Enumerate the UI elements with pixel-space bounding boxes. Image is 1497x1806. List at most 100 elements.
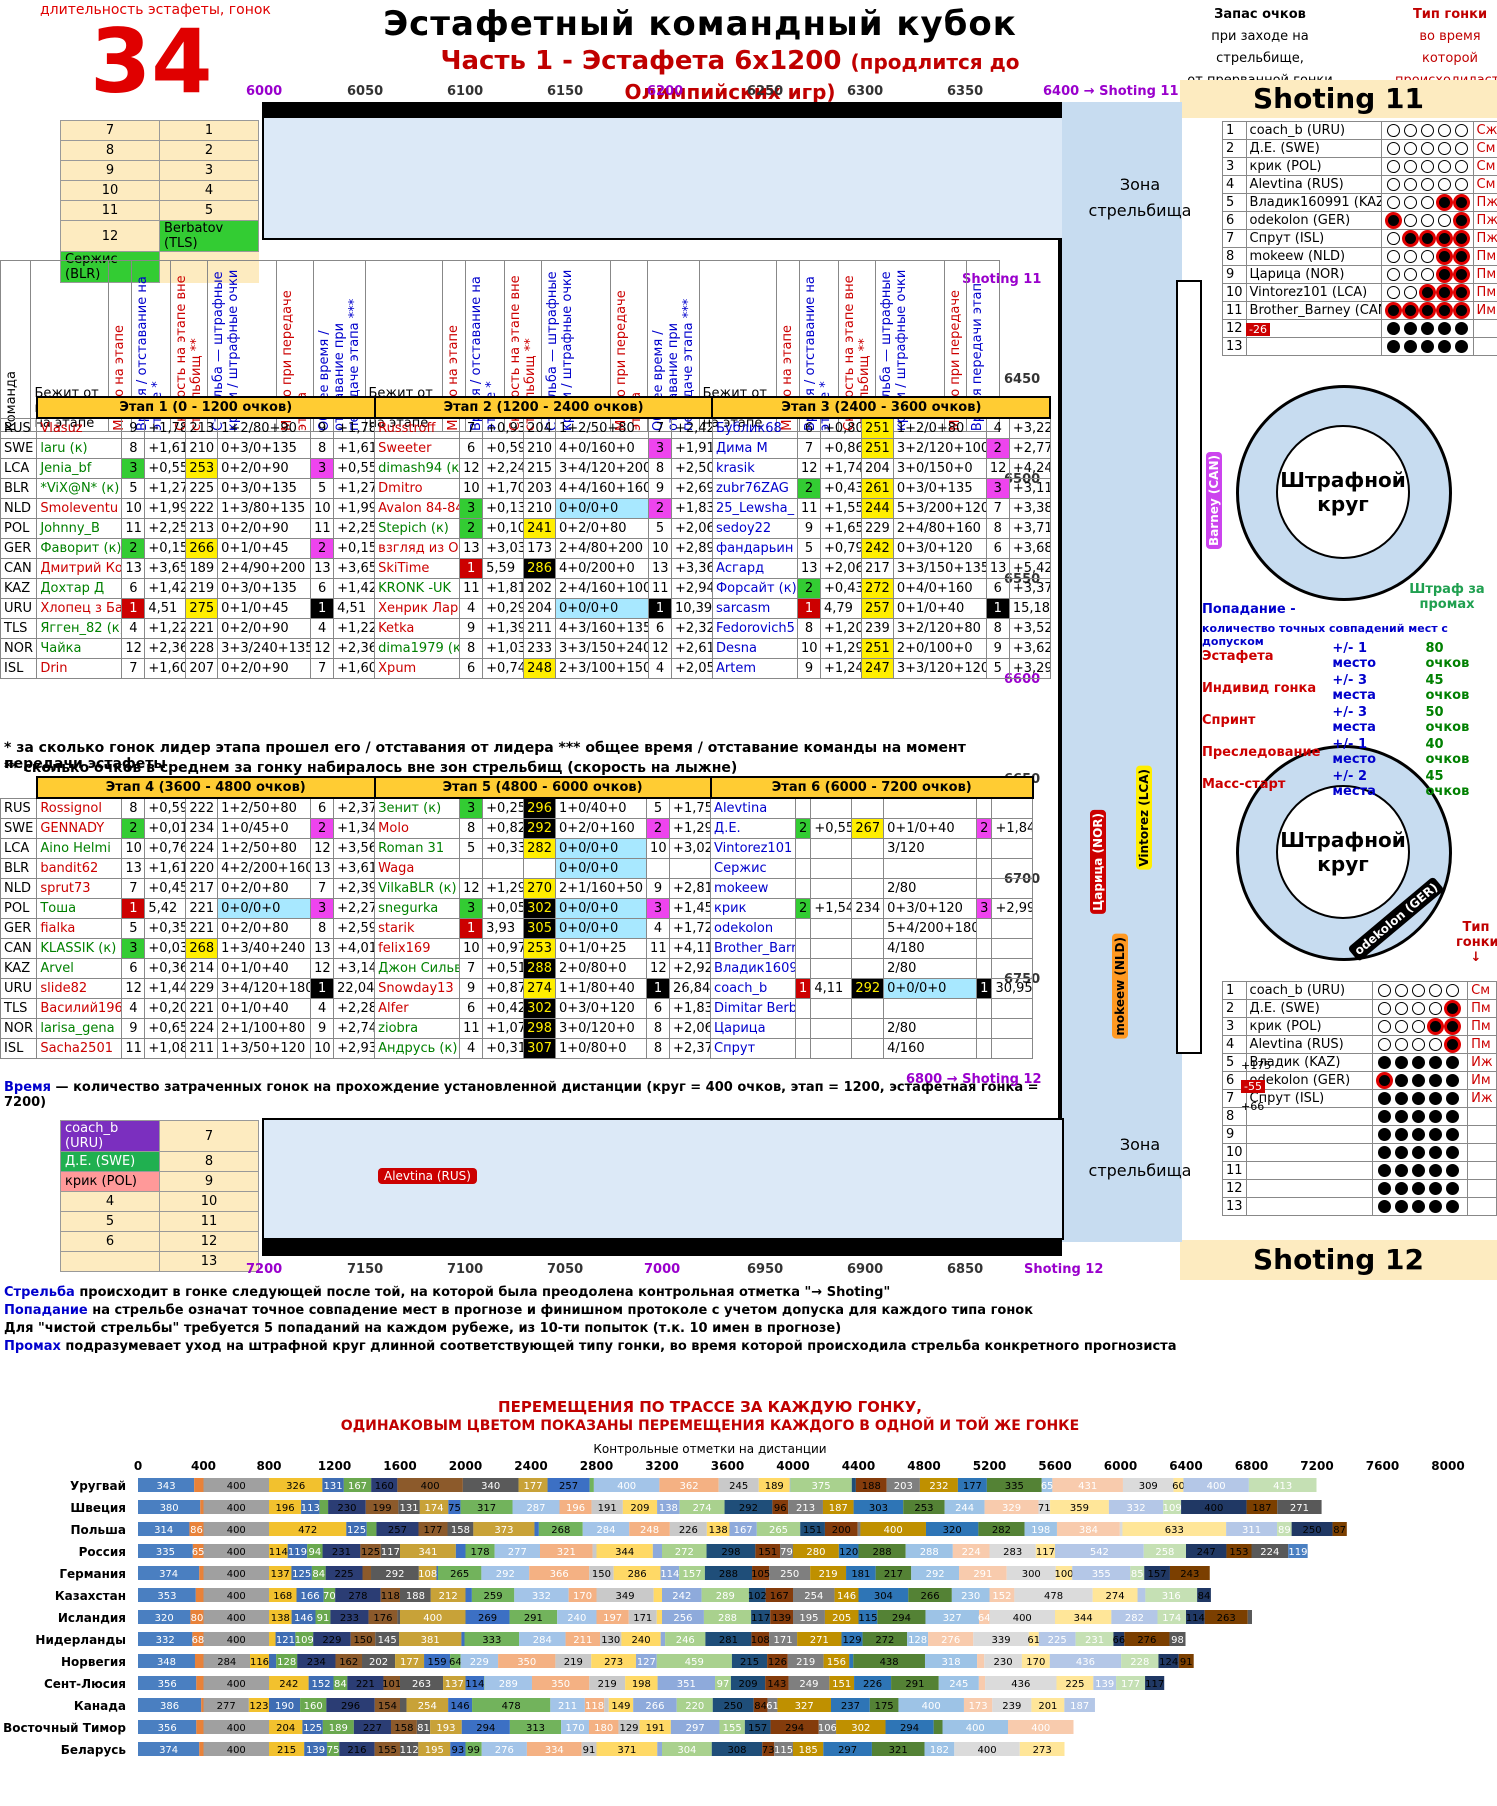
race-type: Пм bbox=[1467, 999, 1497, 1018]
shooting-zone-strip bbox=[1062, 102, 1182, 1242]
bar-segment bbox=[269, 1500, 302, 1514]
stage-place: 12 bbox=[121, 978, 146, 999]
bar-segment-label: 209 bbox=[630, 1503, 649, 1514]
target-icon bbox=[1420, 340, 1434, 353]
total-time: +1,99 bbox=[333, 498, 376, 519]
stage-time: +1,78 bbox=[144, 417, 187, 439]
track-top-border bbox=[262, 102, 1062, 120]
pass-place: 9 bbox=[647, 478, 672, 499]
bar-segment-label: 386 bbox=[160, 1701, 179, 1712]
bar-segment-label: 277 bbox=[217, 1701, 236, 1712]
bar-segment-label: 159 bbox=[428, 1657, 447, 1668]
runner-name: Фаворит (к) bbox=[36, 538, 123, 559]
bar-segment bbox=[711, 1742, 763, 1756]
stage-place: 1 bbox=[459, 918, 484, 939]
total-time: 30,95 bbox=[991, 978, 1034, 999]
target-icon bbox=[1386, 178, 1400, 191]
race-type bbox=[1467, 1161, 1497, 1180]
shooter-row: 1 coach_b (URU) Сж bbox=[1222, 121, 1497, 140]
speed: 204 bbox=[860, 458, 894, 479]
bar-segment-label: 177 bbox=[400, 1657, 419, 1668]
race-type: Иж bbox=[1467, 1089, 1497, 1108]
runner-name: sedoy22 bbox=[711, 518, 798, 539]
legend-row: Индивид гонка +/- 3 места 45 очков bbox=[1196, 672, 1497, 704]
pass-place: 4 bbox=[646, 918, 671, 939]
runner-name: Sweeter bbox=[374, 438, 461, 459]
runner-name: Dmitro bbox=[374, 478, 461, 499]
bar-segment bbox=[203, 1522, 269, 1536]
bottom-note-key: Попадание bbox=[4, 1303, 88, 1318]
bar-segment-label: 303 bbox=[869, 1503, 888, 1514]
target-icon bbox=[1386, 340, 1400, 353]
bar-segment-label: 308 bbox=[727, 1745, 746, 1756]
total-time: +5,42 bbox=[1008, 558, 1051, 579]
target-icon bbox=[1377, 1146, 1391, 1159]
total-time: +2,69 bbox=[670, 478, 713, 499]
stage-place bbox=[795, 878, 812, 899]
bar-segment-label: 65 bbox=[192, 1547, 205, 1558]
target-icon bbox=[1377, 1164, 1391, 1177]
team-code: BLR bbox=[0, 478, 38, 499]
legend-penalty-title: Штраф за промах bbox=[1409, 582, 1485, 612]
bar-segment-label: 128 bbox=[908, 1635, 927, 1646]
shooting: 2+0/100+0 bbox=[892, 638, 987, 659]
bar-segment bbox=[1247, 1610, 1252, 1624]
shooting: 0+1/0+45 bbox=[217, 598, 312, 619]
speed bbox=[851, 878, 885, 899]
runner-name: fialka bbox=[36, 918, 123, 939]
shooting: 2/80 bbox=[883, 1018, 978, 1039]
shooting: 3+4/120+180 bbox=[217, 978, 312, 999]
bottom-note-text: происходит в гонке следующей после той, … bbox=[74, 1285, 891, 1300]
etap-title: Этап 4 (3600 - 4800 очков) bbox=[35, 776, 376, 799]
legend-penalty: 40 очков bbox=[1425, 737, 1470, 767]
bar-segment-label: 333 bbox=[482, 1635, 501, 1646]
bar-segment bbox=[203, 1566, 269, 1580]
bar-segment-label: 215 bbox=[277, 1745, 296, 1756]
pass-place: 6 bbox=[985, 538, 1010, 559]
bar-segment bbox=[1158, 1654, 1179, 1668]
legend-type: Масс-старт bbox=[1202, 776, 1286, 792]
shooting: 0+0/0+0 bbox=[883, 978, 978, 999]
bar-segment bbox=[789, 1478, 791, 1492]
bar-segment bbox=[465, 1544, 495, 1558]
bar-segment bbox=[192, 1632, 204, 1646]
bar-segment bbox=[823, 1742, 872, 1756]
bar-segment bbox=[203, 1478, 269, 1492]
stage-place: 6 bbox=[459, 658, 484, 679]
bar-segment bbox=[399, 1632, 462, 1646]
runner-name: Alfer bbox=[374, 998, 461, 1019]
runner-name: snegurka bbox=[374, 898, 461, 919]
y-category-label: Сент-Люсия bbox=[44, 1677, 126, 1691]
target-icon bbox=[1418, 230, 1436, 247]
shooter-targets bbox=[1371, 981, 1469, 1000]
bar-segment bbox=[269, 1654, 277, 1668]
shooter-name: Владик160991 (KAZ) bbox=[1245, 193, 1382, 212]
bar-segment bbox=[189, 1522, 204, 1536]
bar-segment-label: 291 bbox=[524, 1613, 543, 1624]
stage-time: +1,74 bbox=[819, 458, 862, 479]
target-icon bbox=[1377, 1002, 1391, 1015]
bar-segment bbox=[665, 1632, 706, 1646]
target-icon bbox=[1454, 322, 1468, 335]
pass-place bbox=[646, 858, 671, 879]
bar-segment bbox=[313, 1632, 351, 1646]
x-tick-label: 7600 bbox=[1366, 1459, 1399, 1473]
total-time: +2,89 bbox=[670, 538, 713, 559]
bar-segment-label: 203 bbox=[894, 1481, 913, 1492]
bar-segment-label: 296 bbox=[341, 1701, 360, 1712]
bar-segment bbox=[461, 1720, 510, 1734]
shooter-num: 13 bbox=[1222, 1197, 1247, 1216]
target-icon bbox=[1426, 1018, 1444, 1035]
stage-place: 3 bbox=[121, 458, 146, 479]
runner-name: Alevtina bbox=[710, 797, 797, 819]
bar-segment bbox=[450, 1742, 466, 1756]
bar-segment bbox=[841, 1632, 863, 1646]
pass-place: 4 bbox=[310, 998, 335, 1019]
bar-segment-label: 282 bbox=[992, 1525, 1011, 1536]
race-type: Сж bbox=[1472, 121, 1497, 140]
bar-segment-label: 349 bbox=[616, 1591, 635, 1602]
pass-place: 5 bbox=[646, 797, 671, 819]
bar-segment-label: 146 bbox=[451, 1701, 470, 1712]
queue-runner: Д.Е. (SWE) bbox=[60, 1151, 160, 1172]
bar-segment bbox=[400, 1588, 431, 1602]
